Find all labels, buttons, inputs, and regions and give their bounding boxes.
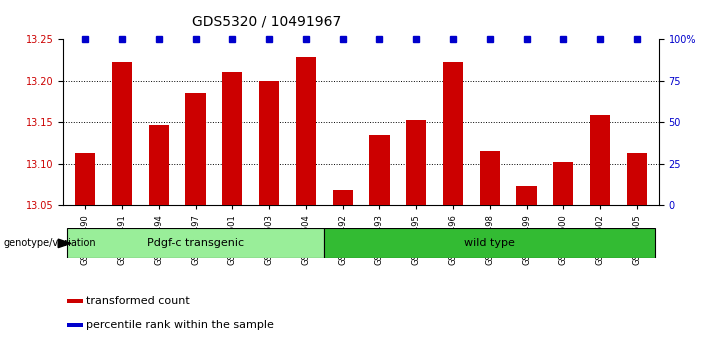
Bar [553, 162, 573, 205]
Bar [67, 228, 325, 258]
Bar [296, 57, 316, 205]
Bar [325, 228, 655, 258]
Text: wild type: wild type [464, 238, 515, 249]
Bar [332, 190, 353, 205]
Bar [517, 186, 537, 205]
Text: genotype/variation: genotype/variation [4, 238, 96, 249]
Text: percentile rank within the sample: percentile rank within the sample [86, 320, 274, 330]
Bar [222, 72, 243, 205]
Bar [369, 135, 390, 205]
Bar [67, 299, 83, 303]
Text: transformed count: transformed count [86, 296, 190, 306]
Bar [185, 93, 205, 205]
Text: GDS5320 / 10491967: GDS5320 / 10491967 [192, 14, 341, 28]
Bar [479, 151, 500, 205]
Bar [443, 62, 463, 205]
Text: Pdgf-c transgenic: Pdgf-c transgenic [147, 238, 244, 249]
Bar [627, 153, 647, 205]
Bar [67, 324, 83, 327]
Bar [149, 125, 169, 205]
Bar [75, 153, 95, 205]
Bar [406, 120, 426, 205]
Bar [590, 115, 610, 205]
Bar [112, 62, 132, 205]
Bar [259, 81, 279, 205]
